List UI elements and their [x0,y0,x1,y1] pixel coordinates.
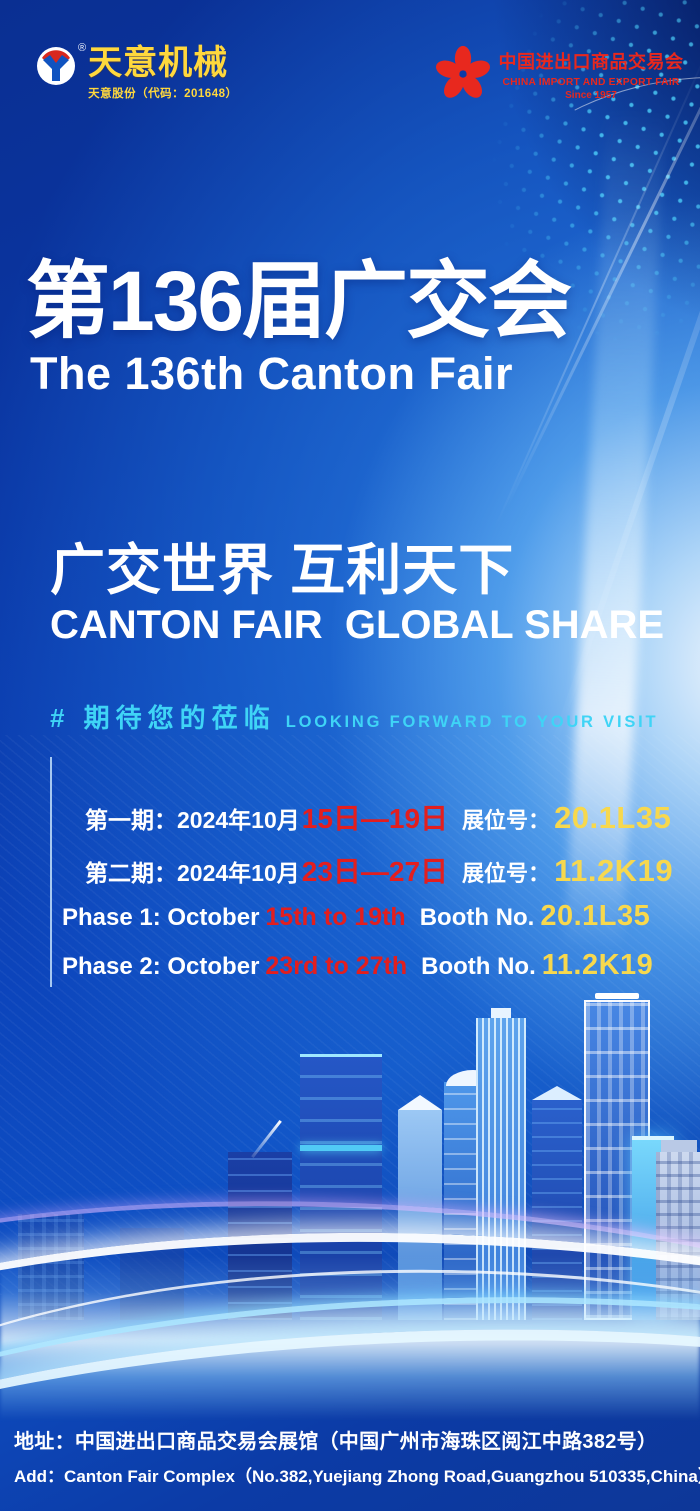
address-cn: 地址：中国进出口商品交易会展馆（中国广州市海珠区阅江中路382号） [14,1431,658,1453]
fair-since: Since 1957 [565,89,617,101]
footer-address: 地址：中国进出口商品交易会展馆（中国广州市海珠区阅江中路382号） Add：Ca… [14,1425,700,1487]
phase-dates: 23日—27日 [301,856,449,887]
phase-prefix: 第二期：2024年10月 [85,860,300,886]
schedule-cn-phase2: 第二期：2024年10月 23日—27日 展位号： 11.2K19 [85,850,673,890]
invitation-line: # 期待您的莅临 LOOKING FORWARD TO YOUR VISIT [50,698,658,735]
phase-prefix: Phase 2: October [62,953,260,980]
schedule-en: Phase 1: October 15th to 19th Booth No. … [62,900,653,982]
booth-label: Booth No. [419,904,535,931]
company-name: 天意机械 [88,44,229,82]
slogan-cn: 广交世界 互利天下 [50,539,515,601]
phase-prefix: Phase 1: October [62,904,260,931]
schedule-cn-phase1: 第一期：2024年10月 15日—19日 展位号： 20.1L35 [85,797,673,837]
poster-title-en: The 136th Canton Fair [30,348,514,399]
phase-dates: 23rd to 27th [265,952,408,980]
booth-label: 展位号： [462,808,551,833]
slogan-en: CANTON FAIR GLOBAL SHARE [50,603,665,647]
schedule-divider [50,757,52,987]
booth-label: 展位号： [462,861,551,886]
booth-number: 20.1L35 [540,900,651,932]
phase-dates: 15th to 19th [265,903,406,931]
company-logo: ® 天意机械 天意股份（代码：201648） [36,42,238,101]
fair-name-en: CHINA IMPORT AND EXPORT FAIR [502,76,680,88]
schedule-en-phase1: Phase 1: October 15th to 19th Booth No. … [62,900,653,933]
booth-number: 11.2K19 [554,853,674,888]
invitation-en: LOOKING FORWARD TO YOUR VISIT [285,713,659,731]
phase-dates: 15日—19日 [301,803,449,834]
booth-label: Booth No. [421,953,536,980]
poster-title-cn: 第136届广交会 [26,254,572,348]
company-stock-code: 天意股份（代码：201648） [88,87,238,100]
kapok-flower-icon [436,45,490,98]
booth-number: 11.2K19 [541,949,654,981]
address-en: Add：Canton Fair Complex（No.382,Yuejiang … [14,1467,700,1486]
schedule-cn: 第一期：2024年10月 15日—19日 展位号： 20.1L35 第二期：20… [85,797,673,890]
phase-prefix: 第一期：2024年10月 [85,807,300,833]
canton-fair-logo: 中国进出口商品交易会 CHINA IMPORT AND EXPORT FAIR … [434,44,686,104]
light-streaks [0,1255,700,1420]
fair-name-cn: 中国进出口商品交易会 [498,51,684,72]
booth-number: 20.1L35 [554,800,672,835]
invitation-cn: # 期待您的莅临 [50,703,276,733]
registered-trademark: ® [78,42,87,54]
schedule-en-phase2: Phase 2: October 23rd to 27th Booth No. … [62,949,653,982]
tianyi-logo-icon [37,47,75,85]
